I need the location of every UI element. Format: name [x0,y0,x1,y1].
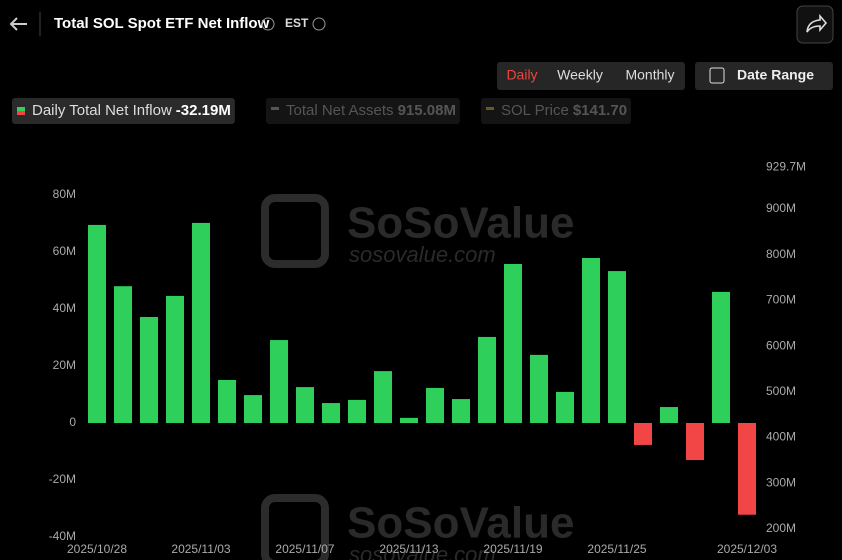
bar [296,387,314,423]
legend-value: 915.08M [398,102,456,119]
timezone[interactable]: EST [285,16,309,30]
legend-item[interactable]: Total Net Assets 915.08M [266,98,460,124]
bar [114,286,132,423]
info-icon[interactable] [312,17,326,31]
share-button[interactable] [796,5,834,44]
plot: SoSoValuesosovalue.comSoSoValuesosovalue… [49,160,806,560]
bar [166,295,184,423]
legend-swatch [271,107,279,110]
bar [608,271,626,423]
y2-tick-label: 500M [766,384,796,398]
back-button[interactable] [9,17,27,31]
share-icon [806,13,828,33]
bar [478,336,496,423]
legend-box [12,98,235,124]
x-tick-label: 2025/11/19 [483,542,542,556]
calendar-icon [709,67,725,84]
y-tick-label: 20M [53,358,76,372]
bar [738,423,756,515]
legend-value: -32.19M [176,102,231,119]
y-tick-label: -20M [49,472,76,486]
y2-tick-label: 400M [766,430,796,444]
bar [582,257,600,423]
bar [218,379,236,423]
legend-name: Daily Total Net Inflow [32,102,172,119]
period-button[interactable]: Weekly [557,67,603,83]
x-tick-label: 2025/11/03 [171,542,230,556]
bar [88,224,106,423]
y2-tick-label: 700M [766,293,796,307]
bar [686,423,704,461]
y-tick-label: 40M [53,301,76,315]
info-icon[interactable] [261,17,275,31]
bar [322,403,340,423]
bar [556,391,574,423]
y-tick-label: 80M [53,187,76,201]
date-range-button[interactable] [695,62,833,90]
bar [634,423,652,445]
bar [530,354,548,423]
x-tick-label: 2025/11/07 [275,542,334,556]
bar [348,399,366,423]
bar [504,263,522,423]
watermark: sosovalue.com [349,542,496,560]
legend-box [266,98,460,124]
legend-name: SOL Price [501,102,569,119]
y-tick-label: 0 [69,415,76,429]
y-tick-label: 60M [53,244,76,258]
bar [400,417,418,423]
x-tick-label: 2025/11/25 [587,542,646,556]
x-tick-label: 2025/11/13 [379,542,438,556]
bar [426,387,444,423]
legend-swatch [486,107,494,110]
watermark-logo [261,494,329,560]
legend-swatch [17,111,25,115]
y2-tick-label: 800M [766,247,796,261]
title: Total SOL Spot ETF Net Inflow [54,15,270,32]
legend-item[interactable]: SOL Price $141.70 [481,98,632,124]
x-tick-label: 2025/10/28 [67,542,127,556]
legend-box [481,98,632,124]
period-button[interactable]: Monthly [625,67,674,83]
x-tick-label: 2025/12/03 [717,542,777,556]
bar [374,371,392,423]
bar [660,407,678,423]
bar [270,340,288,423]
date-range-label[interactable]: Date Range [737,67,814,83]
y2-tick-label: 900M [766,201,796,215]
period-toggle [497,62,685,90]
watermark-logo [261,194,329,268]
y2-tick-label: 929.7M [766,160,806,174]
y-tick-label: -40M [49,529,76,543]
legend: Daily Total Net Inflow -32.19M Total Net A… [12,98,632,124]
watermark: SoSoValue [347,499,574,548]
legend-name: Total Net Assets [286,102,394,119]
legend-value: $141.70 [573,102,627,119]
watermark: SoSoValue [347,199,574,248]
bar [192,222,210,423]
watermark: sosovalue.com [349,242,496,267]
bar [452,399,470,423]
period-button[interactable]: Daily [506,67,537,83]
legend-item[interactable]: Daily Total Net Inflow -32.19M [12,98,235,124]
y2-tick-label: 200M [766,521,796,535]
y2-tick-label: 300M [766,475,796,489]
y2-tick-label: 600M [766,338,796,352]
bar [140,316,158,423]
bar [712,291,730,423]
bar [244,395,262,423]
